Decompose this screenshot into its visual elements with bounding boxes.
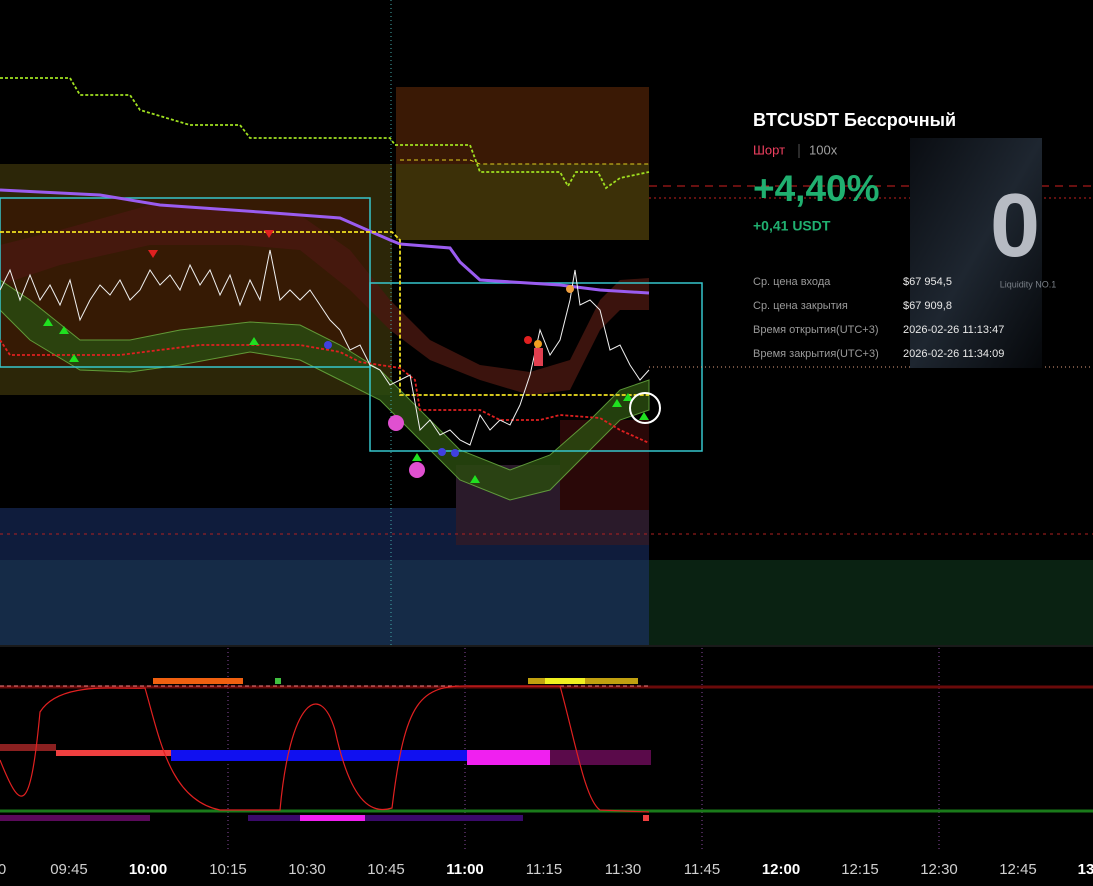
indicator-bar <box>153 678 243 684</box>
signal <box>409 462 425 478</box>
time-label: 10:30 <box>288 861 326 878</box>
detail-value: $67 909,8 <box>903 300 952 312</box>
time-label: 10:45 <box>367 861 405 878</box>
indicator-bar <box>467 750 550 765</box>
trend-line <box>0 231 649 396</box>
time-label: 12:45 <box>999 861 1037 878</box>
indicator-bar <box>56 750 171 756</box>
price-line <box>0 249 650 446</box>
detail-label: Ср. цена закрытия <box>753 300 848 312</box>
signal <box>534 340 542 348</box>
time-label: 13 <box>1078 861 1093 878</box>
trend-line <box>0 77 650 190</box>
side: Шорт <box>753 142 785 157</box>
signal <box>566 285 574 293</box>
indicator-bar <box>0 744 56 751</box>
time-label: 11:15 <box>526 861 562 878</box>
indicator-bar <box>643 815 649 821</box>
indicator-bar <box>248 815 523 821</box>
leverage: 100x <box>809 142 838 157</box>
oscillator <box>0 685 650 813</box>
time-label: 11:30 <box>605 861 641 878</box>
indicator-bar <box>171 750 467 761</box>
detail-label: Время открытия(UTC+3) <box>753 324 879 336</box>
arrows-up <box>43 318 649 483</box>
indicator-bar <box>0 815 150 821</box>
signal <box>324 341 332 349</box>
time-label: 09:45 <box>50 861 88 878</box>
trend-line <box>0 188 650 295</box>
indicator-bar <box>300 815 365 821</box>
time-label: 12:15 <box>841 861 879 878</box>
price-chart <box>0 0 1093 645</box>
trend-line <box>0 339 650 444</box>
share-card: 0 Liquidity NO.1 BTCUSDT Бессрочный Шорт… <box>753 110 1056 368</box>
zone <box>649 560 1093 645</box>
time-label: 12:00 <box>762 861 800 878</box>
band <box>0 205 649 395</box>
detail-label: Ср. цена входа <box>753 276 831 288</box>
time-label: 10:00 <box>129 861 167 878</box>
signal <box>451 449 459 457</box>
exit-marker <box>629 392 661 424</box>
time-label: 11:00 <box>446 861 484 878</box>
pnl-amount: +0,41 USDT <box>753 218 831 234</box>
time-label: 11:45 <box>684 861 720 878</box>
arrows-down <box>148 230 274 258</box>
signal <box>388 415 404 431</box>
trend-line <box>400 159 649 165</box>
detail-value: 2026-02-26 11:34:09 <box>903 348 1004 360</box>
time-label: 0 <box>0 861 6 878</box>
signal <box>524 336 532 344</box>
time-label: 12:30 <box>920 861 958 878</box>
band <box>0 279 650 501</box>
detail-value: 2026-02-26 11:13:47 <box>903 324 1004 336</box>
indicator-pane <box>0 648 1093 850</box>
zone <box>396 164 649 240</box>
detail-label: Время закрытия(UTC+3) <box>753 348 879 360</box>
time-axis: 0 09:45 10:00 10:15 10:30 10:45 11:00 11… <box>0 861 1093 878</box>
watermark-image <box>910 138 1042 368</box>
zone <box>0 560 649 645</box>
detail-value: $67 954,5 <box>903 276 952 288</box>
marker <box>534 348 543 366</box>
indicator-bar <box>545 678 585 684</box>
pnl-percent: +4,40% <box>753 168 880 209</box>
signal <box>438 448 446 456</box>
symbol: BTCUSDT Бессрочный <box>753 110 956 130</box>
watermark-text: Liquidity NO.1 <box>1000 279 1057 289</box>
indicator-bar <box>275 678 281 684</box>
indicator-bar <box>550 750 651 765</box>
watermark-logo: 0 <box>990 176 1040 276</box>
time-label: 10:15 <box>209 861 247 878</box>
